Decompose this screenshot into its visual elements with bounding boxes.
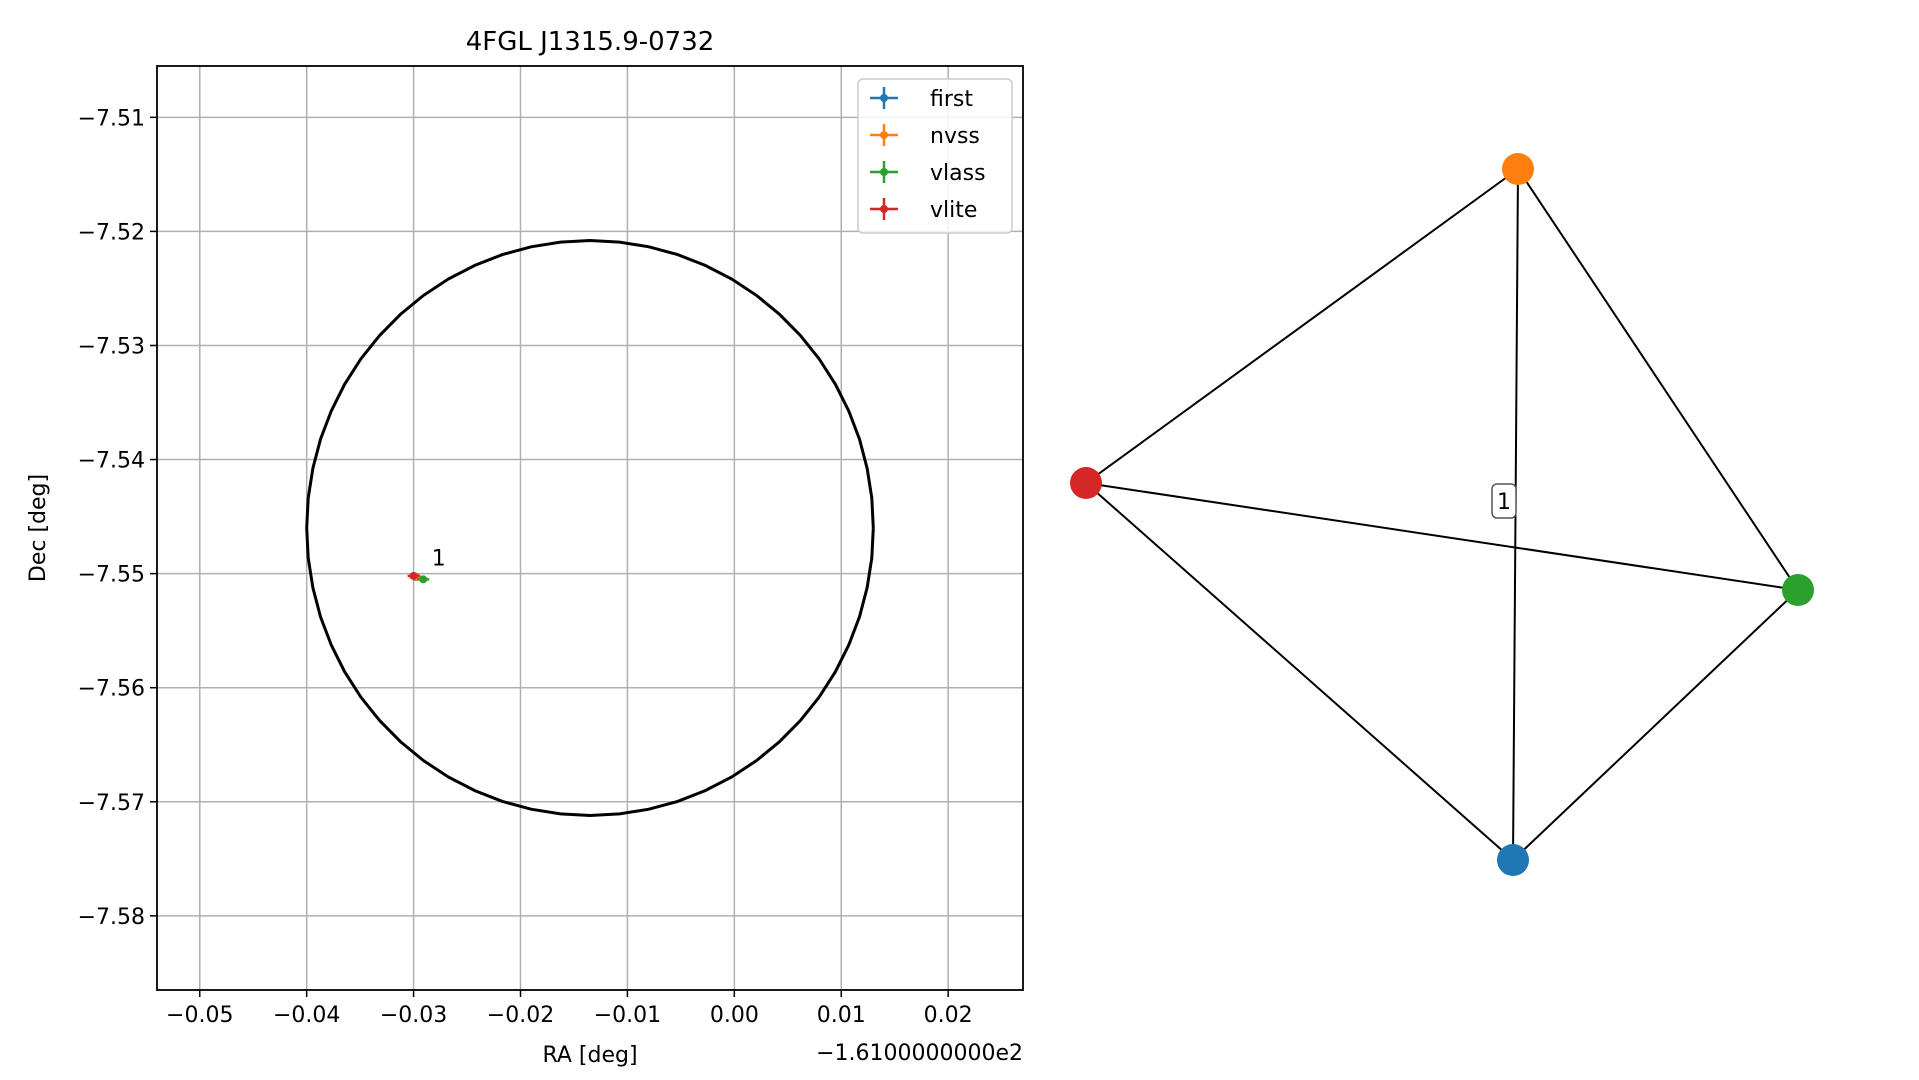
x-tick-label: −0.02 xyxy=(487,1003,554,1028)
edge-vlite-first xyxy=(1085,482,1514,861)
y-tick-label: −7.58 xyxy=(78,905,145,930)
legend: first nvss vlass vlite xyxy=(857,78,1013,234)
edge-vlite-nvss xyxy=(1085,168,1519,484)
x-axis-offset-label: −1.6100000000e2 xyxy=(816,1041,1023,1066)
x-ticks: −0.05 −0.04 −0.03 −0.02 −0.01 0.00 0.01 0.02 xyxy=(166,990,973,1028)
error-ellipse xyxy=(305,238,875,818)
legend-label-first: first xyxy=(930,87,973,112)
x-tick-label: −0.03 xyxy=(380,1003,447,1028)
y-tick-label: −7.56 xyxy=(78,677,145,702)
graph-edges xyxy=(1085,168,1799,861)
legend-label-vlass: vlass xyxy=(930,161,986,186)
edge-label-box xyxy=(1491,483,1517,519)
node-first xyxy=(1497,844,1529,876)
legend-label-vlite: vlite xyxy=(930,198,977,223)
grid-lines xyxy=(157,66,1023,990)
legend-marker-first xyxy=(880,94,888,102)
node-nvss xyxy=(1502,153,1534,185)
point-annotation: 1 xyxy=(432,547,446,572)
error-ellipse-layer xyxy=(305,238,875,818)
x-tick-label: 0.01 xyxy=(817,1003,866,1028)
y-tick-label: −7.52 xyxy=(78,220,145,245)
y-ticks: −7.51 −7.52 −7.53 −7.54 −7.55 −7.56 −7.57 −7.58 xyxy=(78,106,157,930)
edge-vlass-first xyxy=(1512,589,1799,861)
legend-marker-vlass xyxy=(880,168,888,176)
x-axis-label: RA [deg] xyxy=(542,1043,637,1068)
sky-position-plot: 1 −0.05 −0.04 −0.03 −0.02 −0.01 0.00 0.01 0.02 … xyxy=(26,27,1024,1068)
point-vlass xyxy=(419,575,428,584)
x-tick-label: 0.00 xyxy=(710,1003,759,1028)
annotation-layer: 1 xyxy=(432,547,446,572)
crossmatch-network-graph: 1 xyxy=(1070,153,1814,876)
x-tick-label: 0.02 xyxy=(924,1003,973,1028)
y-tick-label: −7.53 xyxy=(78,334,145,359)
legend-marker-nvss xyxy=(880,131,888,139)
edge-vlite-vlass xyxy=(1085,482,1799,591)
graph-nodes xyxy=(1070,153,1814,876)
graph-edge-label: 1 xyxy=(1491,483,1517,519)
y-tick-label: −7.57 xyxy=(78,791,145,816)
data-points-layer xyxy=(407,571,430,584)
chart-title: 4FGL J1315.9-0732 xyxy=(466,27,715,57)
edge-label: 1 xyxy=(1497,490,1511,515)
x-tick-label: −0.05 xyxy=(166,1003,233,1028)
edge-nvss-vlass xyxy=(1517,168,1799,591)
y-tick-label: −7.55 xyxy=(78,563,145,588)
x-tick-label: −0.01 xyxy=(594,1003,661,1028)
legend-items: first nvss vlass vlite xyxy=(870,87,986,223)
x-tick-label: −0.04 xyxy=(273,1003,340,1028)
legend-marker-vlite xyxy=(880,205,888,213)
legend-box xyxy=(857,78,1013,234)
y-tick-label: −7.51 xyxy=(78,106,145,131)
point-vlite xyxy=(409,571,418,580)
y-axis-label: Dec [deg] xyxy=(26,474,51,582)
legend-label-nvss: nvss xyxy=(930,124,980,149)
node-vlite xyxy=(1070,467,1102,499)
node-vlass xyxy=(1782,574,1814,606)
y-tick-label: −7.54 xyxy=(78,449,145,474)
axes-frame xyxy=(156,65,1024,991)
